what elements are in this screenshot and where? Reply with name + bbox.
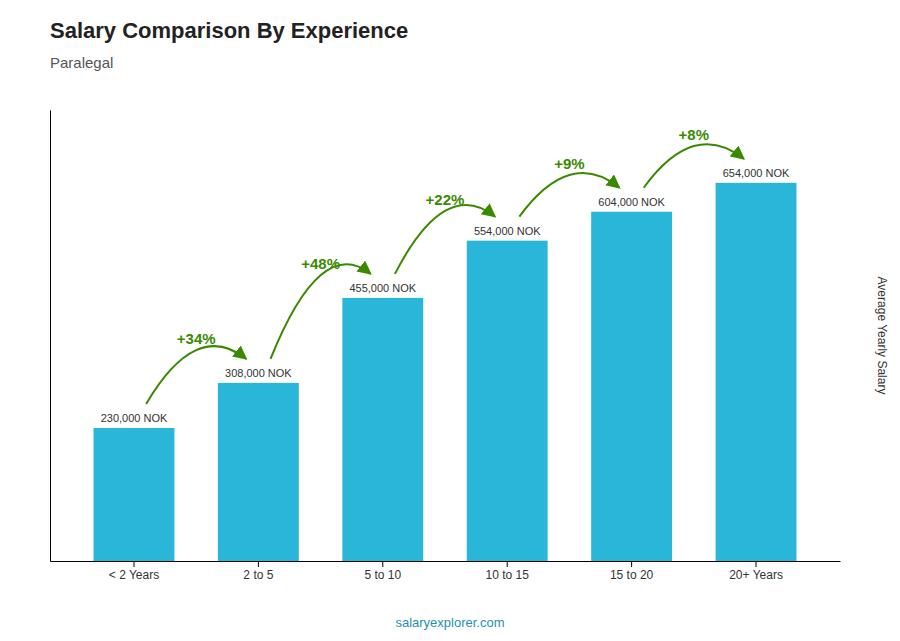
- bar: [218, 383, 299, 561]
- x-tick-label: 2 to 5: [243, 568, 273, 582]
- change-arrow: [644, 144, 744, 188]
- x-tick-label: < 2 Years: [109, 568, 159, 582]
- x-tick: 10 to 15: [486, 561, 530, 582]
- data-label: 554,000 NOK: [474, 225, 541, 237]
- change-arrow: [395, 205, 495, 274]
- x-tick: 20+ Years: [729, 561, 783, 582]
- bar: [467, 241, 548, 561]
- plot-area: < 2 Years 2 to 5 5 to 10 10 to 15 15 to 20 20…: [51, 111, 841, 582]
- bar: [591, 212, 672, 561]
- x-tick-label: 5 to 10: [364, 568, 401, 582]
- bars: [94, 183, 797, 561]
- change-arrow: [146, 346, 246, 404]
- change-arrow: [271, 264, 371, 359]
- y-axis-line: [50, 111, 51, 562]
- bar: [94, 428, 175, 561]
- subtitle: Paralegal: [50, 54, 113, 71]
- x-tick-mark: [507, 561, 508, 567]
- x-axis: < 2 Years 2 to 5 5 to 10 10 to 15 15 to 20 20…: [51, 561, 841, 582]
- bar: [342, 298, 423, 561]
- change-label: +48%: [301, 255, 340, 272]
- data-label: 654,000 NOK: [723, 167, 790, 179]
- data-label: 455,000 NOK: [349, 282, 416, 294]
- data-label: 230,000 NOK: [101, 412, 168, 424]
- data-labels: 230,000 NOK 308,000 NOK 455,000 NOK 554,000…: [101, 167, 790, 424]
- x-tick-label: 15 to 20: [610, 568, 654, 582]
- x-tick: 15 to 20: [610, 561, 654, 582]
- x-tick-label: 20+ Years: [729, 568, 783, 582]
- x-tick-label: 10 to 15: [486, 568, 530, 582]
- x-tick: < 2 Years: [109, 561, 159, 582]
- data-label: 604,000 NOK: [598, 196, 665, 208]
- x-tick-mark: [133, 561, 134, 567]
- x-tick-mark: [382, 561, 383, 567]
- footer: salaryexplorer.com: [395, 615, 504, 630]
- x-tick: 5 to 10: [364, 561, 401, 582]
- x-axis-line: [51, 561, 841, 562]
- x-tick-mark: [756, 561, 757, 567]
- y-axis-title: Average Yearly Salary: [875, 277, 889, 395]
- change-label: +9%: [554, 155, 584, 172]
- title: Salary Comparison By Experience: [50, 18, 408, 43]
- change-label: +8%: [679, 126, 709, 143]
- x-tick-mark: [631, 561, 632, 567]
- x-tick: 2 to 5: [243, 561, 273, 582]
- data-label: 308,000 NOK: [225, 367, 292, 379]
- change-label: +22%: [426, 191, 465, 208]
- x-tick-mark: [258, 561, 259, 567]
- y-axis: [50, 111, 51, 562]
- change-arrow: [519, 173, 619, 217]
- change-label: +34%: [177, 330, 216, 347]
- bar: [716, 183, 797, 561]
- chart-svg: Salary Comparison By Experience Paralegal…: [0, 0, 900, 641]
- annotations: +34% +48% +22% +9% +8%: [146, 126, 744, 404]
